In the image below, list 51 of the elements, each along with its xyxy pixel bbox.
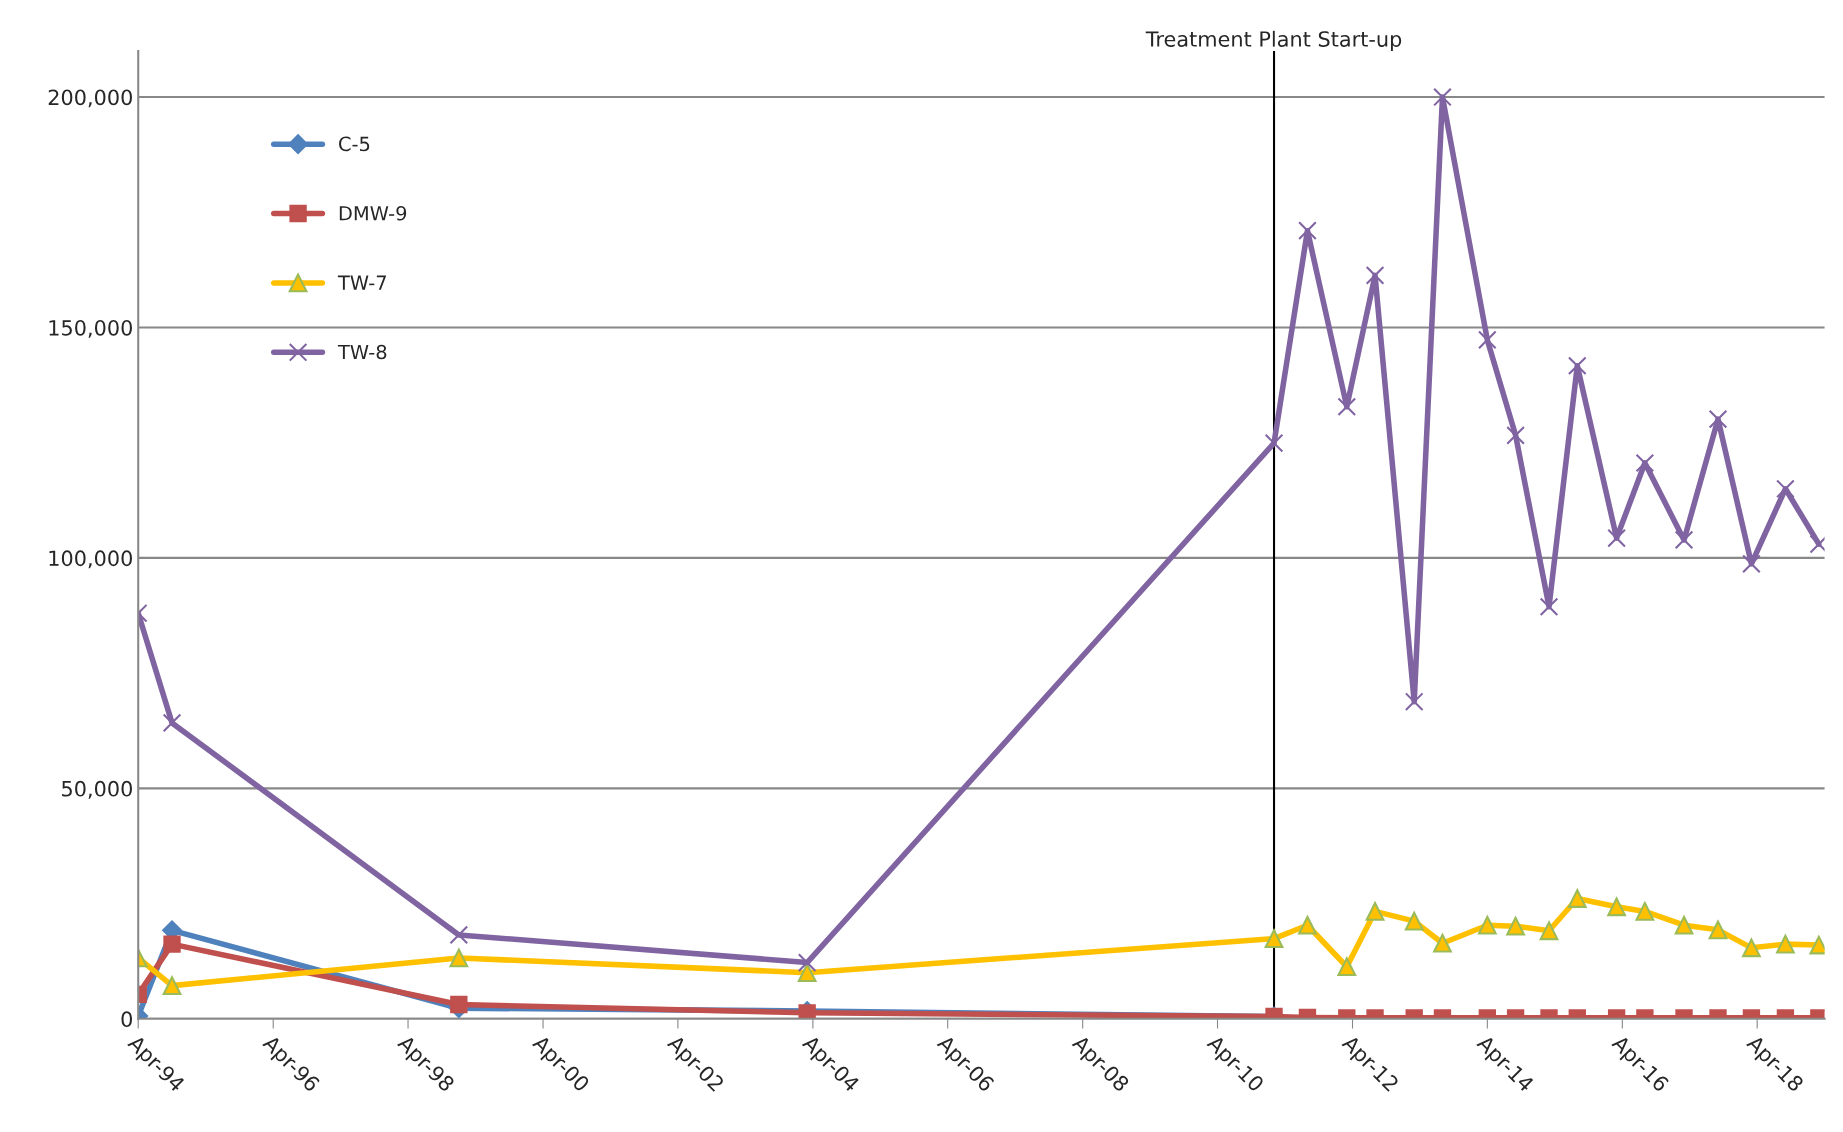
point bbox=[797, 953, 817, 972]
point bbox=[1607, 897, 1626, 917]
y-tick-label: 100,000 bbox=[49, 550, 132, 569]
point bbox=[1776, 934, 1795, 954]
y-tick-label: 50,000 bbox=[62, 780, 132, 799]
point bbox=[1607, 528, 1626, 548]
point bbox=[1776, 479, 1795, 499]
legend-label: TW-7 bbox=[337, 275, 386, 290]
point bbox=[1433, 933, 1452, 953]
y-tick-label: 150,000 bbox=[49, 319, 132, 338]
point bbox=[162, 976, 182, 995]
legend-label: TW-8 bbox=[337, 344, 387, 360]
point bbox=[1567, 889, 1587, 908]
point bbox=[1365, 902, 1385, 921]
point bbox=[1567, 356, 1587, 376]
point bbox=[1298, 915, 1317, 935]
point bbox=[1506, 916, 1525, 936]
point bbox=[1365, 266, 1385, 285]
point bbox=[798, 1004, 816, 1019]
point bbox=[1635, 902, 1655, 921]
point bbox=[1539, 597, 1559, 617]
point bbox=[1708, 409, 1728, 429]
point bbox=[1337, 957, 1357, 977]
point bbox=[1674, 530, 1694, 550]
point bbox=[1264, 433, 1284, 453]
legend-label: DMW-9 bbox=[339, 205, 407, 221]
point bbox=[1404, 692, 1424, 712]
y-tick-label: 0 bbox=[121, 1011, 132, 1028]
point bbox=[1264, 929, 1284, 948]
point bbox=[1404, 911, 1424, 931]
point bbox=[162, 713, 182, 733]
point bbox=[449, 948, 469, 968]
legend-label: C-5 bbox=[339, 136, 370, 152]
point bbox=[1742, 938, 1761, 958]
point bbox=[1477, 915, 1497, 935]
point bbox=[1539, 921, 1559, 941]
point bbox=[1708, 920, 1728, 940]
point bbox=[1742, 554, 1761, 574]
ref-line-label: Treatment Plant Start-up bbox=[1145, 30, 1402, 51]
point bbox=[449, 925, 469, 945]
point bbox=[1674, 915, 1694, 935]
point bbox=[1298, 221, 1317, 241]
point bbox=[1337, 397, 1357, 417]
point bbox=[1635, 453, 1655, 473]
point bbox=[797, 963, 817, 983]
point bbox=[1506, 425, 1525, 445]
point bbox=[1477, 330, 1497, 350]
point bbox=[450, 995, 468, 1014]
y-tick-label: 200,000 bbox=[48, 89, 132, 108]
point bbox=[163, 935, 181, 953]
point bbox=[1433, 87, 1452, 107]
